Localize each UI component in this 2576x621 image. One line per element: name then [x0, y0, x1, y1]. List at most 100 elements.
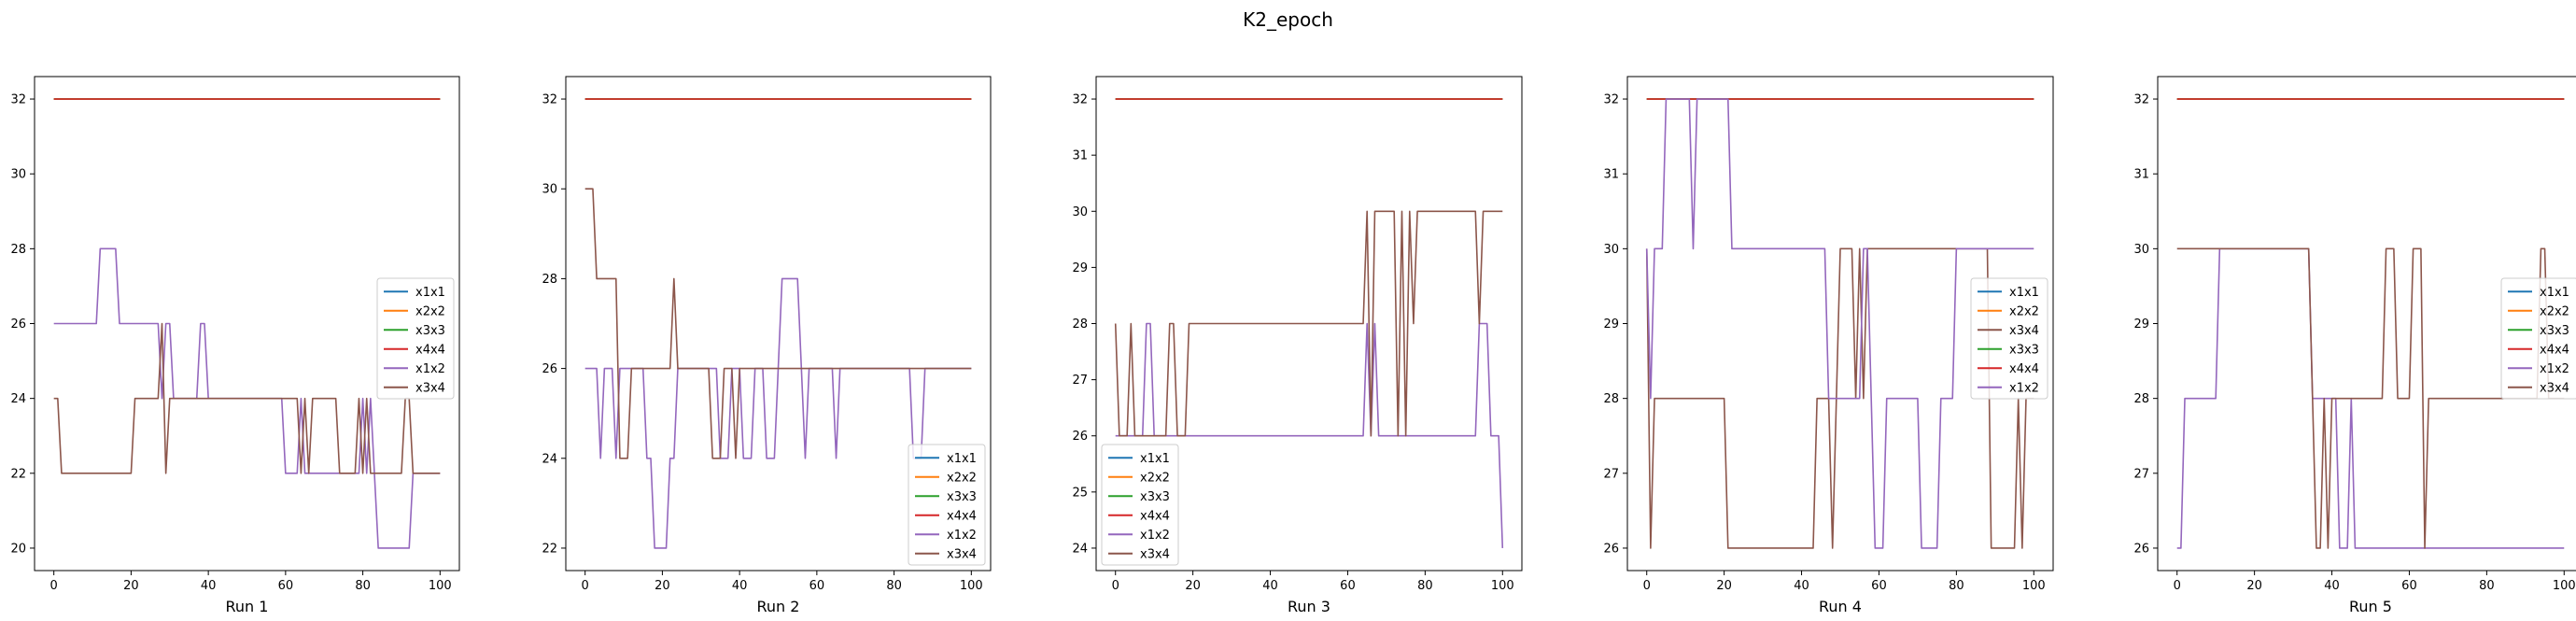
legend: x1x1 x2x2 x3x3 x4x4 x1x2 x3x4: [1101, 444, 1179, 566]
series-group: [53, 98, 441, 549]
y-tick-label: 28: [542, 273, 557, 287]
y-tick-label: 26: [2133, 542, 2149, 556]
series-group: [1114, 98, 1504, 548]
x-tick-label: 100: [960, 579, 983, 593]
x-tick-label: 60: [2401, 579, 2417, 593]
legend-label-x3x4: x3x4: [2540, 381, 2569, 395]
legend-label-x3x4: x3x4: [1140, 547, 1170, 561]
x-tick-label: 40: [732, 579, 748, 593]
x-tick-label: 100: [429, 579, 452, 593]
x-tick-label: 20: [123, 579, 139, 593]
y-tick-label: 30: [542, 183, 557, 197]
y-tick-label: 24: [542, 452, 557, 466]
y-tick-label: 29: [1072, 261, 1088, 275]
x-tick-label: 20: [655, 579, 670, 593]
x-tick-label: 80: [886, 579, 902, 593]
y-tick-label: 24: [10, 392, 26, 406]
y-tick-label: 20: [10, 542, 26, 556]
legend-label-x1x2: x1x2: [1140, 529, 1170, 543]
series-line-x3x4: [1645, 247, 2034, 549]
x-tick-label: 60: [809, 579, 825, 593]
legend-label-x1x2: x1x2: [2540, 362, 2569, 376]
legend-label-x2x2: x2x2: [2009, 304, 2039, 318]
x-tick-label: 100: [1491, 579, 1514, 593]
x-tick-label: 0: [1112, 579, 1119, 593]
x-tick-label: 60: [1871, 579, 1887, 593]
y-tick-label: 32: [1072, 93, 1088, 107]
legend-label-x3x3: x3x3: [415, 324, 445, 338]
legend-label-x4x4: x4x4: [2540, 343, 2569, 357]
series-line-x3x4: [584, 188, 972, 459]
x-tick-label: 20: [1185, 579, 1201, 593]
x-tick-label: 60: [1340, 579, 1356, 593]
figure-title: K2_epoch: [1243, 8, 1333, 31]
x-tick-label: 100: [2022, 579, 2046, 593]
x-tick-label: 100: [2553, 579, 2576, 593]
x-tick-label: 0: [582, 579, 589, 593]
legend-label-x1x2: x1x2: [947, 529, 977, 543]
legend-label-x3x4: x3x4: [947, 547, 977, 561]
x-axis-label: Run 5: [2349, 598, 2392, 615]
y-tick-label: 31: [1072, 149, 1088, 163]
legend-label-x3x3: x3x3: [1140, 490, 1170, 504]
y-tick-label: 31: [2133, 168, 2149, 182]
series-line-x1x2: [1645, 98, 2034, 549]
y-tick-label: 32: [1603, 93, 1619, 107]
y-tick-label: 30: [1072, 205, 1088, 219]
y-tick-label: 32: [2133, 93, 2149, 107]
x-tick-label: 40: [201, 579, 217, 593]
y-tick-label: 30: [1603, 243, 1619, 257]
y-tick-label: 30: [2133, 243, 2149, 257]
y-tick-label: 27: [1603, 467, 1619, 481]
subplot-2: 0 20 40 60 80 100 22 24 26 28 30 32 Run 2 x1x1 x2x2 x3x…: [542, 76, 992, 615]
legend-label-x2x2: x2x2: [1140, 471, 1170, 485]
x-axis-label: Run 1: [226, 598, 269, 615]
x-tick-label: 60: [278, 579, 294, 593]
legend-label-x3x3: x3x3: [2009, 343, 2039, 357]
y-tick-label: 26: [10, 318, 26, 332]
series-group: [584, 98, 972, 549]
legend: x1x1 x2x2 x3x3 x4x4 x1x2 x3x4: [908, 444, 986, 566]
y-tick-label: 28: [2133, 392, 2149, 406]
legend-label-x4x4: x4x4: [2009, 362, 2039, 376]
legend: x1x1 x2x2 x3x3 x4x4 x1x2 x3x4: [376, 277, 455, 400]
y-tick-label: 31: [1603, 168, 1619, 182]
x-tick-label: 80: [1949, 579, 1964, 593]
y-tick-label: 25: [1072, 486, 1088, 500]
legend-label-x1x2: x1x2: [415, 362, 445, 376]
series-line-x3x4: [53, 322, 441, 474]
legend-label-x4x4: x4x4: [947, 509, 977, 523]
legend-label-x1x1: x1x1: [1140, 452, 1170, 466]
x-axis-label: Run 3: [1288, 598, 1330, 615]
x-tick-label: 40: [2324, 579, 2340, 593]
x-tick-label: 20: [2246, 579, 2262, 593]
x-tick-label: 40: [1794, 579, 1809, 593]
series-group: [1645, 98, 2034, 549]
y-tick-label: 28: [1603, 392, 1619, 406]
x-tick-label: 20: [1716, 579, 1732, 593]
y-tick-label: 24: [1072, 542, 1088, 556]
legend: x1x1 x2x2 x3x3 x4x4 x1x2 x3x4: [2500, 277, 2576, 400]
x-tick-label: 40: [1262, 579, 1278, 593]
legend-label-x2x2: x2x2: [415, 304, 445, 318]
legend-label-x3x4: x3x4: [2009, 324, 2039, 338]
y-tick-label: 32: [542, 93, 557, 107]
series-line-x1x2: [1115, 322, 1504, 548]
y-tick-label: 29: [2133, 318, 2149, 332]
legend-label-x3x3: x3x3: [947, 490, 977, 504]
y-tick-label: 28: [1072, 318, 1088, 332]
y-tick-label: 27: [1072, 374, 1088, 388]
y-tick-label: 26: [1072, 430, 1088, 444]
legend: x1x1 x2x2 x3x4 x3x3 x4x4 x1x2: [1970, 277, 2048, 400]
y-tick-label: 29: [1603, 318, 1619, 332]
x-axis-label: Run 4: [1819, 598, 1862, 615]
legend-label-x1x1: x1x1: [2540, 286, 2569, 300]
y-tick-label: 22: [542, 542, 557, 556]
x-tick-label: 80: [2479, 579, 2495, 593]
y-tick-label: 27: [2133, 467, 2149, 481]
